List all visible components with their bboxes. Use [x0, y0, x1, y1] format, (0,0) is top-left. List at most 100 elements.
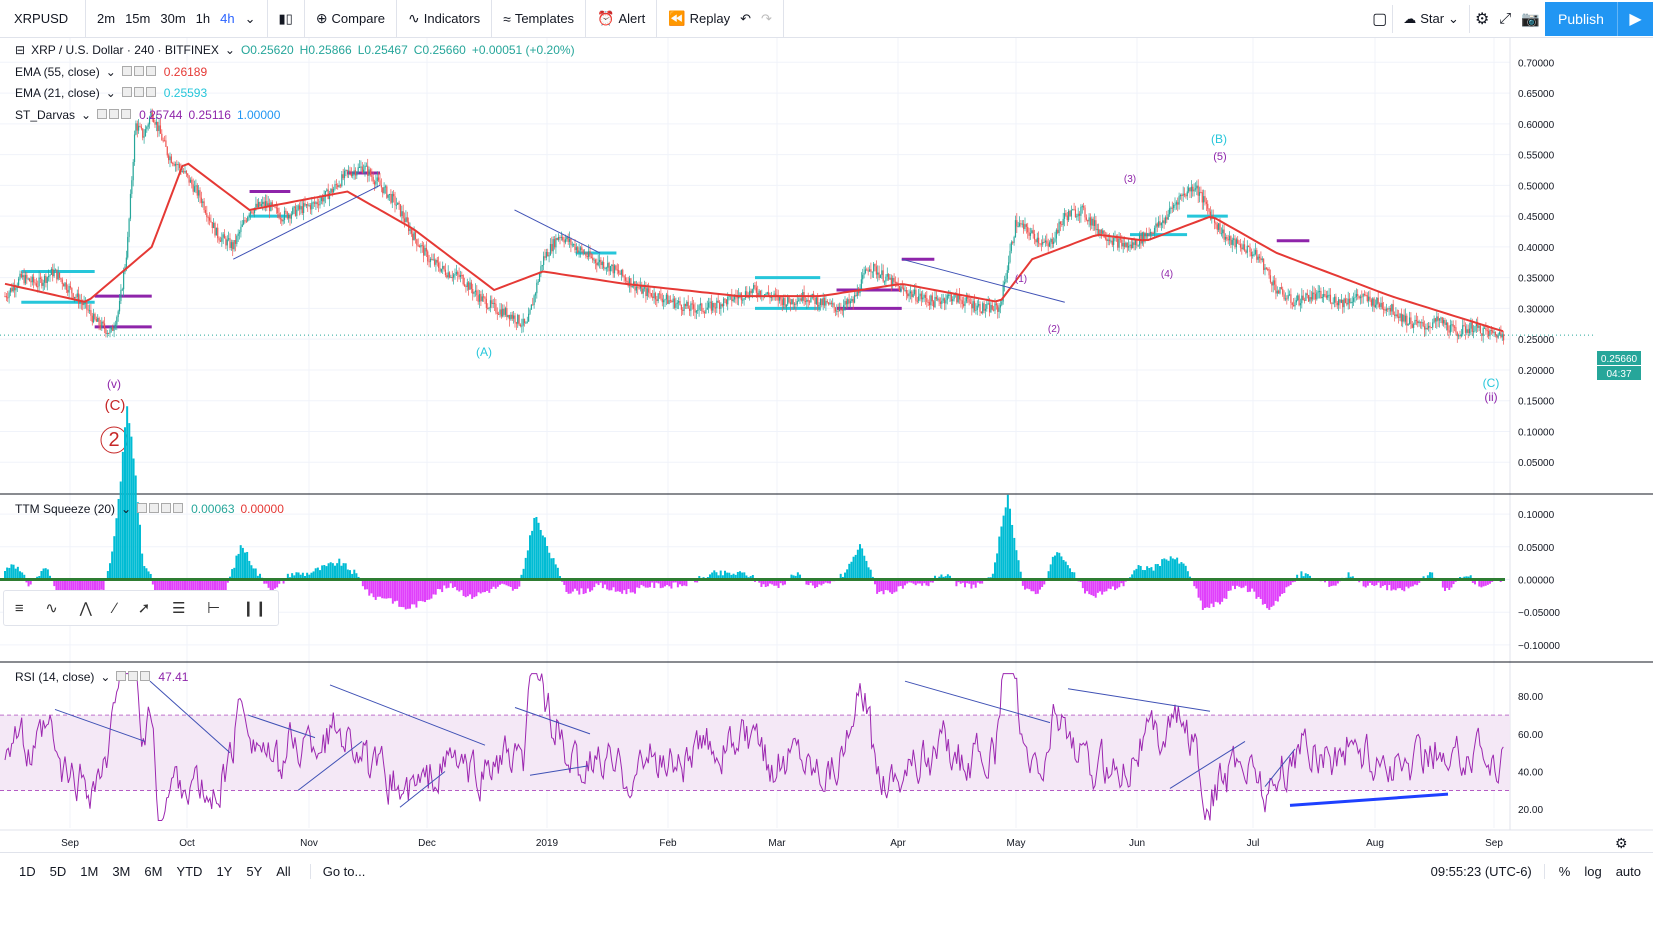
- chevron-down-icon[interactable]: ⌄: [244, 10, 256, 26]
- trend-line-icon[interactable]: ∕: [113, 599, 117, 617]
- publish-button[interactable]: Publish: [1545, 1, 1617, 36]
- fullscreen-checkbox-icon[interactable]: ▢: [1372, 10, 1388, 28]
- collapse-icon[interactable]: ⊟: [15, 43, 26, 57]
- chart-canvas[interactable]: (v)(C)2(A)(B)(5)(C)(ii)(3)(4)(1)(2) 0.05…: [0, 38, 1653, 852]
- gear-icon[interactable]: ⚙: [1474, 10, 1490, 28]
- time-axis[interactable]: Sep Oct Nov Dec 2019 Feb Mar Apr May Jun Jul Aug Sep…: [61, 835, 1627, 851]
- symbol-search[interactable]: XRPUSD: [0, 0, 86, 37]
- candle-body: [1370, 299, 1372, 306]
- price-axis[interactable]: 0.05000 0.10000 0.15000 0.20000 0.25000 0.300…: [1518, 58, 1560, 816]
- goto-button[interactable]: Go to...: [309, 863, 373, 879]
- candle-body: [469, 282, 471, 290]
- auto-toggle[interactable]: auto: [1615, 863, 1641, 879]
- redo-icon[interactable]: ↷: [761, 10, 772, 26]
- chevron-down-icon[interactable]: ⌄: [121, 502, 132, 516]
- wave-label: (C): [1483, 376, 1500, 390]
- chevron-down-icon[interactable]: ⌄: [224, 43, 235, 57]
- candle-body: [502, 308, 504, 317]
- range-all[interactable]: All: [276, 863, 291, 879]
- candle-body: [1189, 187, 1191, 192]
- chevron-down-icon[interactable]: ⌄: [81, 108, 92, 122]
- indicators-button[interactable]: ∿ Indicators: [403, 5, 485, 33]
- candle-body: [525, 322, 527, 324]
- candle-body: [455, 272, 457, 275]
- candle-body: [653, 293, 655, 299]
- elliott-wave-icon[interactable]: ∿: [45, 600, 58, 617]
- trend-line: [514, 209, 601, 254]
- range-3m[interactable]: 3M: [112, 863, 131, 879]
- candle-body: [1347, 298, 1349, 305]
- candle-body: [1074, 209, 1077, 218]
- candle-body: [409, 229, 411, 232]
- candle-body: [1434, 318, 1437, 322]
- range-1y[interactable]: 1Y: [216, 863, 233, 879]
- chevron-down-icon[interactable]: ⌄: [100, 670, 111, 684]
- candle-body: [829, 302, 831, 305]
- legend-controls-icon[interactable]: [97, 108, 133, 122]
- candle-body: [1269, 275, 1272, 283]
- ema55-label[interactable]: EMA (55, close): [15, 65, 100, 79]
- candle-body: [473, 292, 475, 294]
- range-1m[interactable]: 1M: [80, 863, 99, 879]
- candle-body: [1085, 217, 1087, 220]
- replay-button[interactable]: ⏪ Replay: [663, 5, 735, 33]
- legend-controls-icon[interactable]: [137, 502, 185, 516]
- ttm-label[interactable]: TTM Squeeze (20): [15, 502, 116, 516]
- vertical-lines-icon[interactable]: ❙❙: [241, 600, 268, 617]
- interval-4h[interactable]: 4h: [220, 11, 235, 26]
- expand-icon[interactable]: ⤢: [1499, 10, 1512, 27]
- candle-body: [428, 261, 430, 263]
- symbol-title[interactable]: XRP / U.S. Dollar · 240 · BITFINEX: [31, 43, 219, 57]
- star-button[interactable]: ☁ Star ⌄: [1392, 4, 1470, 33]
- templates-button[interactable]: ≈ Templates: [498, 5, 579, 33]
- candle-body: [5, 296, 7, 298]
- interval-2m[interactable]: 2m: [97, 11, 116, 26]
- fib-icon[interactable]: ☰: [172, 600, 186, 617]
- range-5y[interactable]: 5Y: [246, 863, 263, 879]
- ray-icon[interactable]: ➚: [137, 600, 151, 617]
- interval-1h[interactable]: 1h: [195, 11, 211, 26]
- candle-body: [943, 298, 946, 304]
- candle-body: [547, 252, 549, 257]
- legend-controls-icon[interactable]: [121, 86, 158, 100]
- log-toggle[interactable]: log: [1584, 863, 1602, 879]
- candle-body: [191, 179, 193, 185]
- chevron-down-icon[interactable]: ⌄: [105, 86, 116, 100]
- ema21-label[interactable]: EMA (21, close): [15, 86, 100, 100]
- drag-handle-icon[interactable]: ≡: [14, 599, 24, 617]
- candle-body: [1111, 240, 1113, 245]
- candle-body: [513, 315, 515, 319]
- legend-controls-icon[interactable]: [121, 65, 158, 79]
- candle-body: [1342, 299, 1344, 308]
- candle-body: [1192, 186, 1194, 192]
- candle-body: [243, 220, 245, 225]
- legend-controls-icon[interactable]: [116, 670, 152, 684]
- candle-body: [864, 269, 867, 274]
- candle-body: [863, 273, 865, 275]
- candle-body: [791, 299, 793, 305]
- candles-icon[interactable]: ▮▯: [278, 10, 293, 26]
- interval-15m[interactable]: 15m: [125, 11, 151, 26]
- range-6m[interactable]: 6M: [144, 863, 163, 879]
- candle-body: [102, 321, 104, 324]
- candle-body: [1314, 294, 1317, 300]
- chevron-down-icon[interactable]: ⌄: [105, 65, 116, 79]
- range-5d[interactable]: 5D: [49, 863, 67, 879]
- candle-body: [485, 298, 487, 308]
- interval-30m[interactable]: 30m: [160, 11, 186, 26]
- candle-body: [656, 299, 658, 301]
- play-icon[interactable]: ▶: [1617, 1, 1653, 36]
- candle-body: [110, 327, 112, 330]
- alert-button[interactable]: ⏰ Alert: [592, 5, 650, 33]
- horizontal-line-icon[interactable]: ⊢: [207, 600, 221, 617]
- range-ytd[interactable]: YTD: [176, 863, 203, 879]
- darvas-label[interactable]: ST_Darvas: [15, 108, 76, 122]
- compare-button[interactable]: ⊕ Compare: [311, 5, 390, 33]
- camera-icon[interactable]: 📷: [1521, 10, 1540, 28]
- percent-toggle[interactable]: %: [1558, 863, 1571, 879]
- range-1d[interactable]: 1D: [19, 863, 36, 879]
- abc-pattern-icon[interactable]: ⋀: [79, 600, 92, 617]
- undo-icon[interactable]: ↶: [740, 10, 752, 26]
- rsi-label[interactable]: RSI (14, close): [15, 670, 95, 684]
- candle-body: [303, 203, 305, 213]
